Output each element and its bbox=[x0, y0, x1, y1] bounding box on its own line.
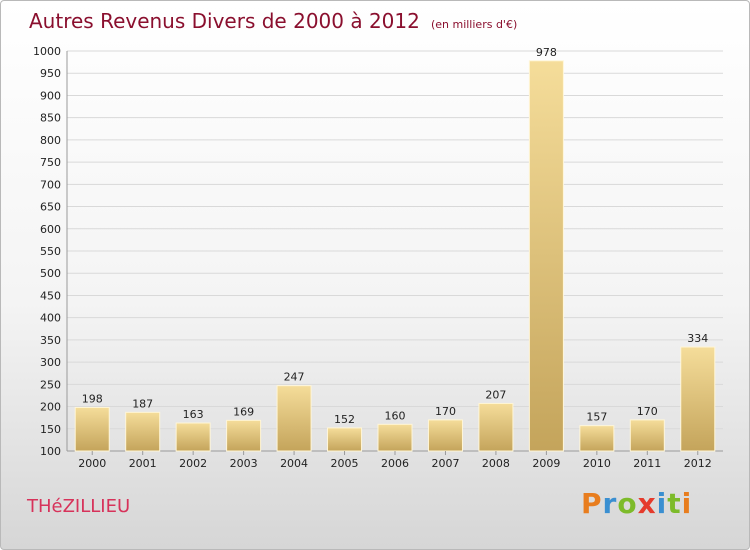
y-tick-label: 200 bbox=[40, 401, 61, 414]
x-tick-label-2012: 2012 bbox=[684, 457, 712, 470]
y-tick-label: 750 bbox=[40, 156, 61, 169]
proxiti-logo-letter: t bbox=[667, 487, 682, 520]
x-tick-label-2011: 2011 bbox=[633, 457, 661, 470]
chart-unit-note: (en milliers d'€) bbox=[430, 18, 518, 31]
value-label-2000: 198 bbox=[82, 392, 103, 405]
chart-title-main: Autres Revenus Divers de 2000 à 2012 bbox=[29, 9, 420, 33]
y-tick-label: 400 bbox=[40, 312, 61, 325]
y-tick-label: 700 bbox=[40, 178, 61, 191]
y-tick-label: 650 bbox=[40, 201, 61, 214]
y-axis-ticks: 100 150 200 250 300 350 400 450 500 550 600 650 700 7… bbox=[33, 45, 61, 458]
bar-2005 bbox=[327, 427, 363, 452]
bar-2012 bbox=[680, 346, 716, 452]
y-tick-label: 950 bbox=[40, 67, 61, 80]
y-tick-label: 900 bbox=[40, 89, 61, 102]
y-tick-label: 300 bbox=[40, 356, 61, 369]
x-tick-label-2009: 2009 bbox=[532, 457, 560, 470]
value-label-2006: 160 bbox=[385, 409, 406, 422]
bar-2010 bbox=[579, 425, 615, 452]
bar-2001 bbox=[125, 411, 161, 452]
proxiti-logo-letter: x bbox=[637, 487, 657, 520]
x-tick-label-2007: 2007 bbox=[431, 457, 459, 470]
value-label-2002: 163 bbox=[183, 408, 204, 421]
value-label-2007: 170 bbox=[435, 405, 456, 418]
y-tick-label: 600 bbox=[40, 223, 61, 236]
proxiti-logo-letter: P bbox=[581, 487, 603, 520]
value-label-2005: 152 bbox=[334, 413, 355, 426]
value-label-2009: 978 bbox=[536, 46, 557, 59]
x-tick-label-2004: 2004 bbox=[280, 457, 308, 470]
proxiti-logo-letter: r bbox=[602, 487, 618, 520]
bar-2007 bbox=[427, 419, 463, 452]
x-tick-label-2000: 2000 bbox=[78, 457, 106, 470]
y-tick-label: 850 bbox=[40, 112, 61, 125]
chart-title: Autres Revenus Divers de 2000 à 2012 (en… bbox=[29, 9, 517, 33]
value-label-2003: 169 bbox=[233, 405, 254, 418]
grid-lines bbox=[66, 50, 723, 452]
x-tick-label-2001: 2001 bbox=[129, 457, 157, 470]
commune-name: THéZILLIEU bbox=[27, 496, 131, 517]
x-tick-label-2003: 2003 bbox=[230, 457, 258, 470]
y-tick-label: 1000 bbox=[33, 45, 61, 58]
proxiti-logo-letter: o bbox=[617, 487, 638, 520]
y-tick-label: 500 bbox=[40, 267, 61, 280]
bar-2004 bbox=[276, 385, 312, 452]
x-tick-label-2002: 2002 bbox=[179, 457, 207, 470]
y-tick-label: 350 bbox=[40, 334, 61, 347]
bar-2000 bbox=[74, 406, 110, 452]
proxiti-logo: Proxiti bbox=[581, 487, 692, 520]
value-label-2010: 157 bbox=[586, 411, 607, 424]
y-tick-label: 150 bbox=[40, 423, 61, 436]
bar-2008 bbox=[478, 402, 514, 452]
value-label-2001: 187 bbox=[132, 397, 153, 410]
value-label-2004: 247 bbox=[284, 371, 305, 384]
y-tick-label: 800 bbox=[40, 134, 61, 147]
bar-2009 bbox=[528, 60, 564, 452]
x-tick-label-2006: 2006 bbox=[381, 457, 409, 470]
value-label-2008: 207 bbox=[485, 388, 506, 401]
bar-2011 bbox=[629, 419, 665, 452]
bar-2003 bbox=[226, 419, 262, 452]
proxiti-logo-letter: i bbox=[681, 487, 693, 520]
value-label-2012: 334 bbox=[687, 332, 708, 345]
bars bbox=[74, 60, 716, 452]
x-tick-label-2005: 2005 bbox=[331, 457, 359, 470]
value-labels: 198 187 163 169 247 152 160 170 207 978 157 170 334 bbox=[82, 46, 709, 426]
bar-2006 bbox=[377, 423, 413, 452]
x-axis-ticks: 2000 2001 2002 2003 2004 2005 2006 2007 2008 2009… bbox=[78, 451, 712, 470]
y-tick-label: 550 bbox=[40, 245, 61, 258]
x-tick-label-2008: 2008 bbox=[482, 457, 510, 470]
proxiti-logo-letter: i bbox=[656, 487, 668, 520]
value-label-2011: 170 bbox=[637, 405, 658, 418]
x-tick-label-2010: 2010 bbox=[583, 457, 611, 470]
y-tick-label: 450 bbox=[40, 289, 61, 302]
y-tick-label: 250 bbox=[40, 378, 61, 391]
bar-2002 bbox=[175, 422, 211, 452]
y-tick-label: 100 bbox=[40, 445, 61, 458]
